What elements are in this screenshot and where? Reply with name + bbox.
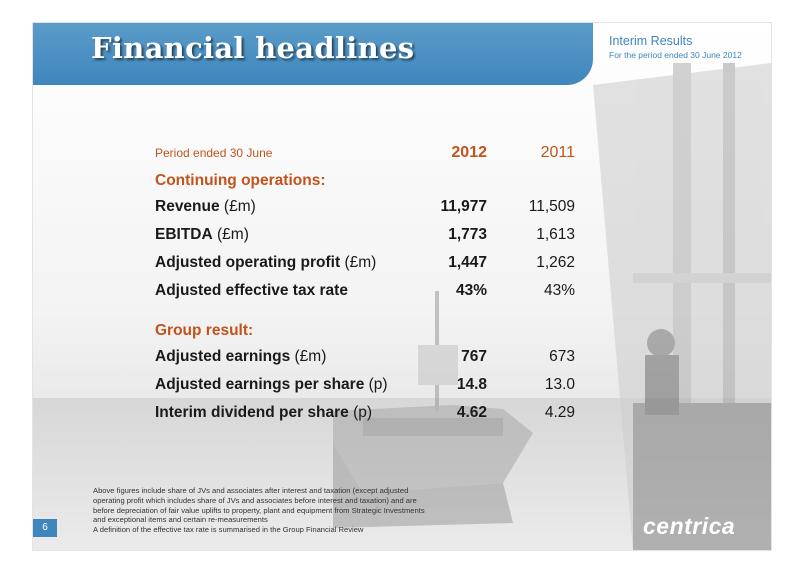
- value-2012: 11,977: [440, 198, 487, 215]
- footnote-line: before depreciation of fair value uplift…: [93, 505, 425, 515]
- column-header-2012: 2012: [451, 144, 487, 161]
- footnote: Above figures include share of JVs and a…: [93, 486, 453, 535]
- page-title: Financial headlines: [91, 31, 415, 65]
- report-title: Interim Results: [609, 34, 693, 48]
- footnote-line: operating profit which includes share of…: [93, 495, 417, 505]
- vessel-illustration: [333, 291, 533, 528]
- value-2012: 4.62: [456, 404, 487, 421]
- value-2012: 14.8: [456, 376, 487, 393]
- column-header-2011: 2011: [540, 144, 575, 161]
- platform-structure: [593, 63, 771, 550]
- footnote-line: Above figures include share of JVs and a…: [93, 486, 409, 495]
- table-row-interim-dividend: Interim dividend per share (p) 4.62 4.29: [155, 404, 575, 421]
- value-2011: 673: [549, 348, 575, 365]
- value-2011: 11,509: [528, 198, 575, 215]
- value-2012: 767: [461, 348, 487, 365]
- value-2012: 43%: [455, 282, 487, 299]
- footnote-line: A definition of the effective tax rate i…: [93, 525, 364, 535]
- centrica-logo: centrica: [643, 513, 736, 539]
- value-2011: 43%: [543, 282, 575, 299]
- title-banner: Financial headlines: [33, 23, 593, 85]
- footnote-line: and exceptional items and certain re-mea…: [93, 515, 268, 525]
- background-photo: [33, 23, 771, 550]
- report-header: Interim Results For the period ended 30 …: [609, 34, 742, 60]
- section-heading-group: Group result:: [155, 322, 254, 339]
- table-row-adjusted-eps: Adjusted earnings per share (p) 14.8 13.…: [155, 376, 575, 393]
- table-row-revenue: Revenue (£m) 11,977 11,509: [155, 198, 575, 215]
- value-2011: 1,613: [536, 226, 575, 243]
- value-2012: 1,447: [448, 254, 487, 271]
- section-heading-continuing: Continuing operations:: [155, 172, 326, 189]
- table-row-adjusted-operating-profit: Adjusted operating profit (£m) 1,447 1,2…: [155, 254, 575, 271]
- table-header-row: Period ended 30 June 2012 2011: [155, 138, 575, 166]
- page-number: 6: [33, 519, 57, 537]
- table-row-adjusted-earnings: Adjusted earnings (£m) 767 673: [155, 348, 575, 365]
- slide: Financial headlines Interim Results For …: [32, 22, 772, 551]
- value-2012: 1,773: [448, 226, 487, 243]
- report-subtitle: For the period ended 30 June 2012: [609, 50, 742, 60]
- table-row-effective-tax-rate: Adjusted effective tax rate 43% 43%: [155, 282, 575, 299]
- value-2011: 13.0: [544, 376, 575, 393]
- financial-table: Period ended 30 June 2012 2011 Continuin…: [155, 138, 575, 426]
- table-row-ebitda: EBITDA (£m) 1,773 1,613: [155, 226, 575, 243]
- value-2011: 4.29: [544, 404, 575, 421]
- period-label: Period ended 30 June: [155, 146, 273, 160]
- value-2011: 1,262: [536, 254, 575, 271]
